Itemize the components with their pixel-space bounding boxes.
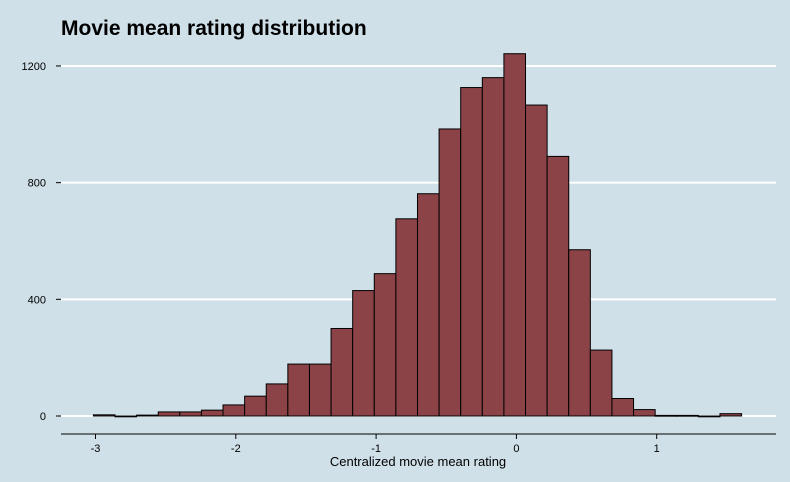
x-tick-label: -1: [371, 443, 381, 455]
chart-title: Movie mean rating distribution: [61, 17, 367, 40]
bar: [719, 413, 743, 417]
bar: [352, 290, 375, 417]
y-axis-ticks: 0 400 800 1200: [22, 61, 61, 423]
x-axis-ticks: -3 -2 -1 0 1: [91, 434, 660, 455]
bar: [633, 409, 656, 417]
bar: [179, 411, 202, 417]
bar: [222, 404, 246, 417]
bar: [157, 411, 181, 417]
bar: [308, 363, 332, 417]
bar: [525, 104, 548, 417]
bar: [546, 155, 570, 417]
bar: [568, 249, 591, 417]
bar: [373, 273, 397, 417]
x-axis-title: Centralized movie mean rating: [330, 454, 506, 469]
y-tick-label: 400: [28, 294, 46, 306]
bar: [416, 193, 440, 417]
bar: [92, 414, 116, 417]
bar: [244, 395, 267, 417]
bar: [287, 363, 310, 417]
bar: [265, 383, 289, 417]
bar: [460, 87, 483, 417]
bar: [481, 77, 505, 417]
x-tick-label: 1: [654, 443, 660, 455]
bar: [438, 128, 462, 417]
bar: [136, 414, 159, 417]
x-tick-label: 0: [513, 443, 519, 455]
x-tick-label: -2: [231, 443, 241, 455]
bar: [611, 397, 635, 417]
bar: [654, 414, 678, 417]
bar: [330, 327, 354, 417]
y-tick-label: 800: [28, 178, 46, 190]
y-tick-label: 0: [40, 411, 46, 423]
y-tick-label: 1200: [22, 61, 46, 73]
bar: [503, 53, 527, 417]
bars: [92, 53, 743, 418]
bar: [395, 218, 418, 417]
x-tick-label: -3: [91, 443, 101, 455]
bar: [697, 415, 721, 418]
bar: [589, 349, 613, 417]
bar: [676, 414, 699, 417]
bar: [200, 409, 224, 417]
bar: [114, 415, 138, 418]
